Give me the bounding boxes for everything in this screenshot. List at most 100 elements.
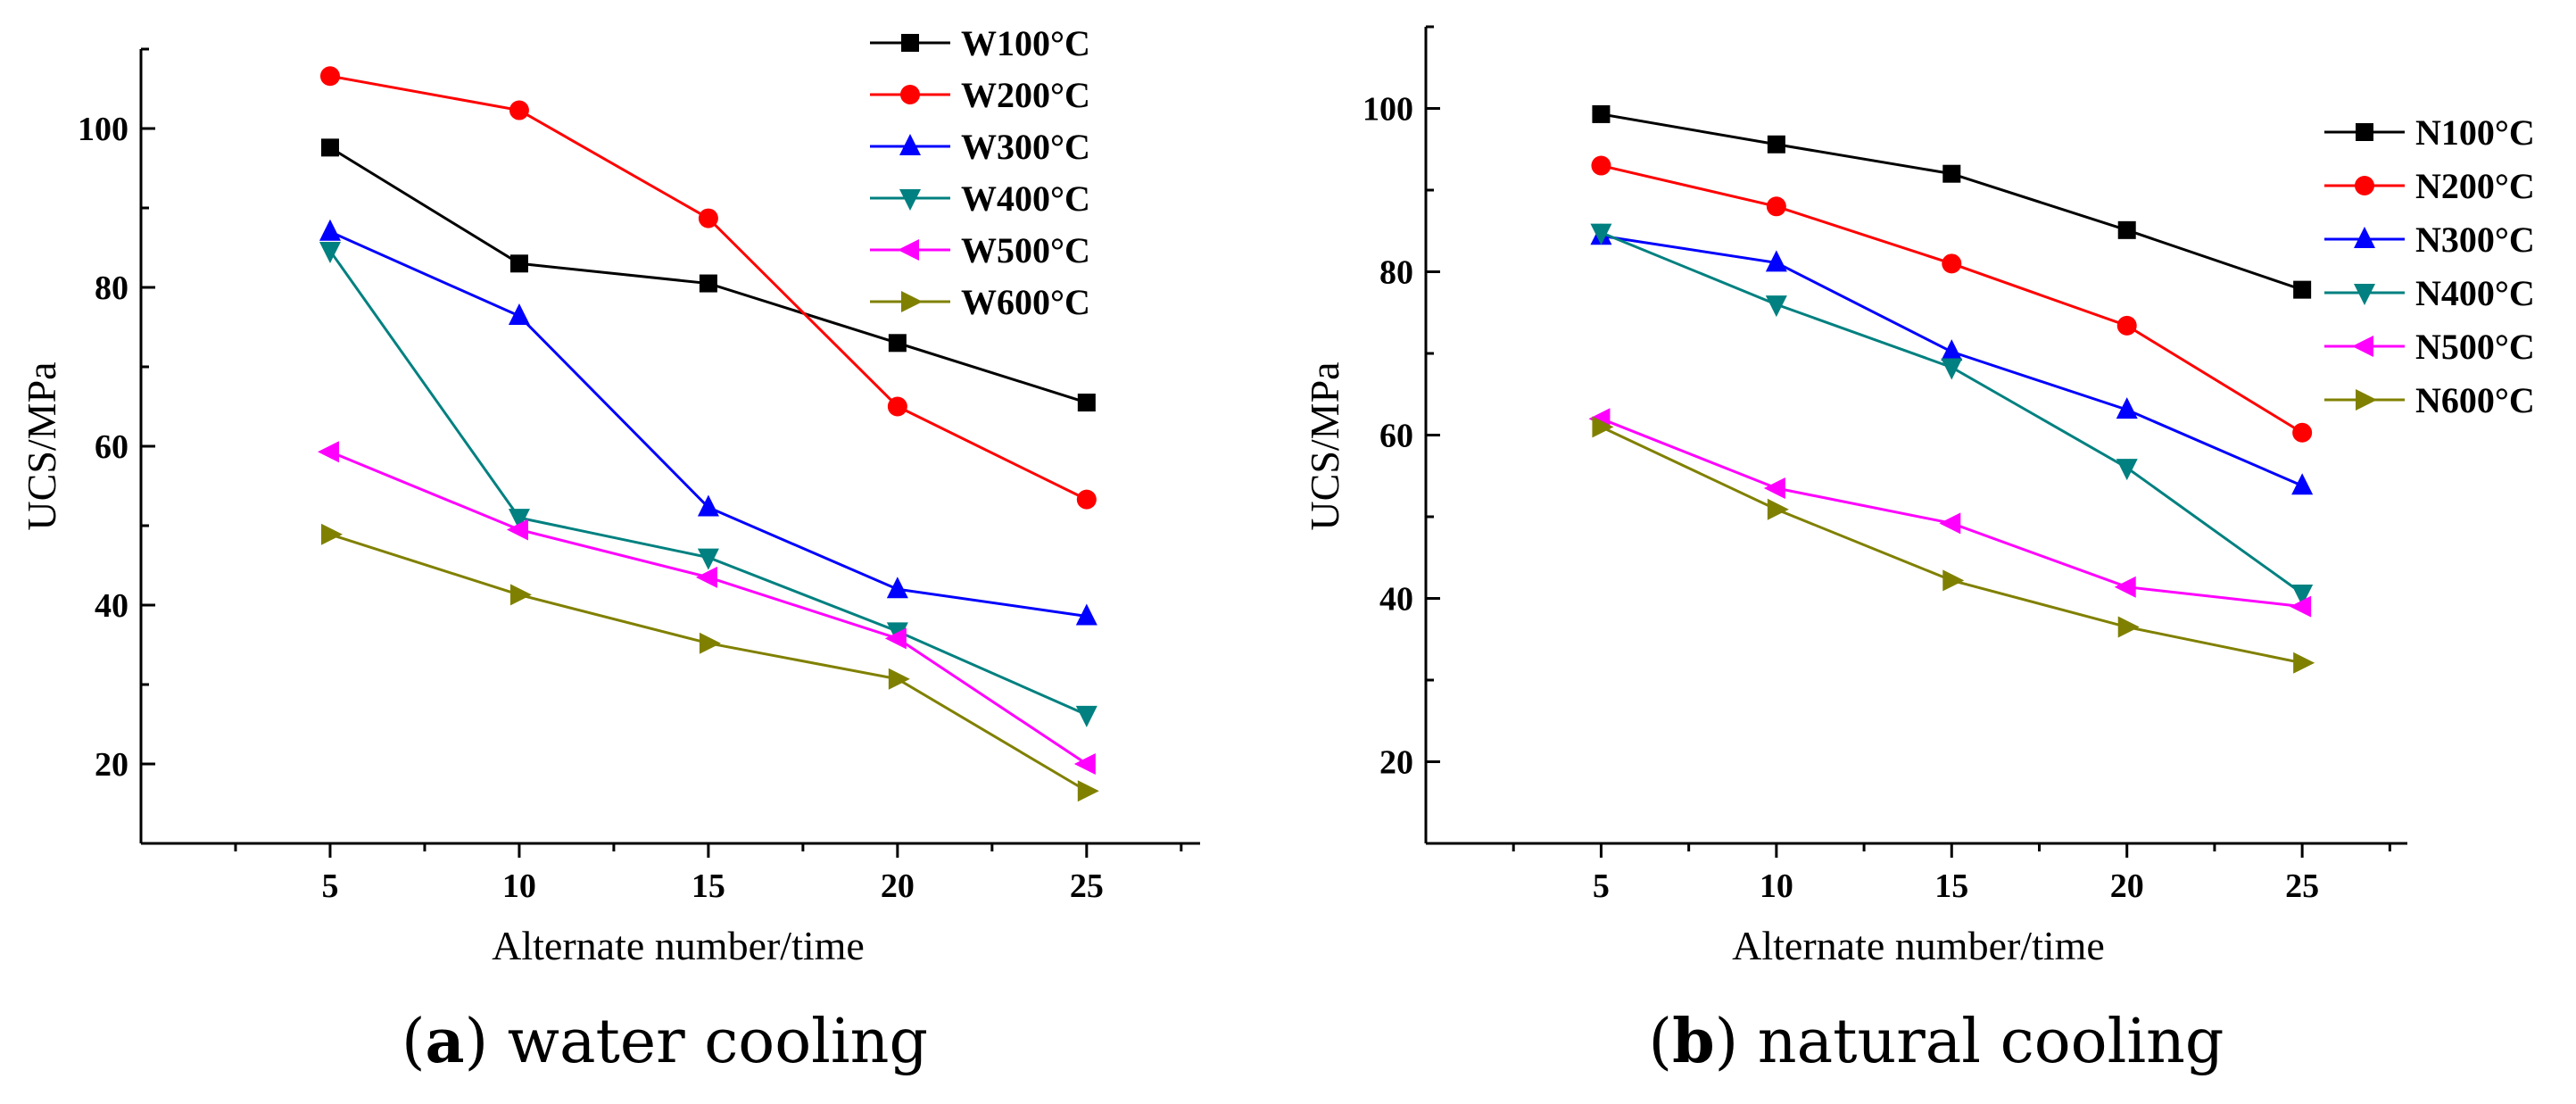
data-point bbox=[699, 274, 717, 293]
legend-marker bbox=[2356, 389, 2377, 411]
series-N400°C bbox=[1590, 223, 2314, 607]
data-point bbox=[508, 303, 530, 326]
x-axis-title-a: Alternate number/time bbox=[492, 923, 865, 968]
data-point bbox=[1767, 135, 1785, 154]
y-axis-title-a: UCS/MPa bbox=[19, 361, 64, 530]
caption-text-a: water cooling bbox=[508, 1007, 928, 1077]
legend-entry: W500°C bbox=[870, 230, 1090, 270]
legend-entry: W300°C bbox=[870, 127, 1090, 167]
legend-entry: N400°C bbox=[2324, 273, 2535, 313]
series-W100°C bbox=[320, 138, 1096, 412]
data-point bbox=[1766, 196, 1786, 217]
data-point bbox=[1765, 250, 1787, 272]
series-N600°C bbox=[1592, 416, 2315, 674]
legend-label: W300°C bbox=[961, 127, 1090, 167]
data-point bbox=[2293, 280, 2312, 299]
data-point bbox=[1765, 295, 1787, 318]
series-W600°C bbox=[320, 523, 1099, 802]
data-point bbox=[2293, 652, 2315, 674]
y-tick-label: 40 bbox=[95, 587, 128, 625]
data-point bbox=[2116, 397, 2138, 419]
legend-marker bbox=[899, 134, 921, 155]
y-tick-label: 20 bbox=[1379, 744, 1413, 782]
data-point bbox=[319, 66, 340, 87]
legend-marker bbox=[2352, 336, 2373, 357]
legend-entry: N300°C bbox=[2324, 220, 2535, 260]
y-tick-label: 60 bbox=[1379, 418, 1413, 455]
x-tick-label: 5 bbox=[1593, 867, 1610, 905]
x-tick-label: 25 bbox=[1070, 867, 1104, 905]
panel-natural-cooling: 20 40 60 80 100 5 10 15 20 25 N100°C N200°C N300°C N4… bbox=[1302, 25, 2535, 1077]
data-point bbox=[508, 509, 530, 531]
data-point bbox=[1942, 164, 1961, 183]
legend-entry: W100°C bbox=[870, 23, 1090, 63]
legend-label: N400°C bbox=[2415, 273, 2535, 313]
x-tick-label: 10 bbox=[1760, 867, 1793, 905]
series-line bbox=[1600, 231, 2304, 595]
legend-entry: N200°C bbox=[2324, 166, 2535, 206]
panel-water-cooling: 20 40 60 80 100 5 10 15 20 25 W100°C W200°C W300°C W4… bbox=[19, 23, 1200, 1077]
data-point bbox=[888, 668, 910, 690]
data-point bbox=[320, 523, 343, 545]
data-point bbox=[1076, 489, 1097, 510]
legend-label: N500°C bbox=[2415, 327, 2535, 367]
data-point bbox=[1591, 155, 1611, 176]
data-point bbox=[1942, 253, 1962, 274]
data-point bbox=[2292, 422, 2313, 443]
legend-marker bbox=[2354, 227, 2375, 248]
legend-entry: W600°C bbox=[870, 282, 1090, 322]
data-point bbox=[886, 577, 908, 599]
legend-label: W100°C bbox=[961, 23, 1090, 63]
legend-entry: N100°C bbox=[2324, 112, 2535, 153]
x-tick-label: 20 bbox=[2110, 867, 2144, 905]
y-tick-label: 100 bbox=[1363, 91, 1413, 129]
legend-marker bbox=[2355, 176, 2374, 195]
legend-label: W500°C bbox=[961, 230, 1090, 270]
legend-marker bbox=[2356, 123, 2373, 141]
series-W200°C bbox=[319, 66, 1097, 510]
x-tick-label: 5 bbox=[321, 867, 338, 905]
legend-label: N100°C bbox=[2415, 112, 2535, 153]
legend-label: W200°C bbox=[961, 75, 1090, 115]
data-point bbox=[1592, 416, 1614, 438]
data-point bbox=[1942, 569, 1965, 592]
legend-label: W400°C bbox=[961, 178, 1090, 219]
caption-letter-a: a bbox=[426, 1006, 465, 1077]
data-point bbox=[509, 100, 529, 120]
series-N200°C bbox=[1591, 155, 2313, 443]
legend-entry: N500°C bbox=[2324, 327, 2535, 367]
x-tick-label: 20 bbox=[881, 867, 915, 905]
data-point bbox=[320, 138, 339, 157]
legend-marker bbox=[900, 85, 920, 104]
legend-marker bbox=[898, 239, 919, 261]
caption-letter-b: b bbox=[1672, 1006, 1715, 1077]
data-point bbox=[319, 219, 341, 241]
data-point bbox=[2114, 576, 2136, 598]
series-N300°C bbox=[1590, 223, 2314, 495]
y-axis-title-b: UCS/MPa bbox=[1302, 361, 1347, 530]
data-point bbox=[2291, 473, 2314, 495]
data-point bbox=[2116, 459, 2138, 481]
series-N500°C bbox=[1588, 408, 2312, 618]
data-point bbox=[887, 396, 907, 417]
data-point bbox=[1941, 358, 1963, 380]
data-point bbox=[2117, 220, 2136, 239]
y-tick-label: 40 bbox=[1379, 581, 1413, 618]
legend-entry: W400°C bbox=[870, 178, 1090, 219]
data-point bbox=[506, 519, 528, 541]
data-point bbox=[697, 494, 719, 517]
data-point bbox=[1767, 498, 1789, 520]
data-point bbox=[509, 584, 532, 606]
data-point bbox=[2117, 616, 2140, 638]
y-tick-label: 80 bbox=[1379, 254, 1413, 292]
y-tick-label: 60 bbox=[95, 428, 128, 466]
series-W300°C bbox=[319, 219, 1097, 626]
series-N100°C bbox=[1592, 104, 2312, 299]
legend-label: N600°C bbox=[2415, 380, 2535, 420]
caption-a: (a) water cooling bbox=[402, 1006, 928, 1077]
data-point bbox=[319, 242, 341, 264]
series-line bbox=[1601, 164, 2303, 435]
data-point bbox=[1592, 104, 1611, 123]
x-tick-label: 25 bbox=[2285, 867, 2319, 905]
legend-label: N200°C bbox=[2415, 166, 2535, 206]
